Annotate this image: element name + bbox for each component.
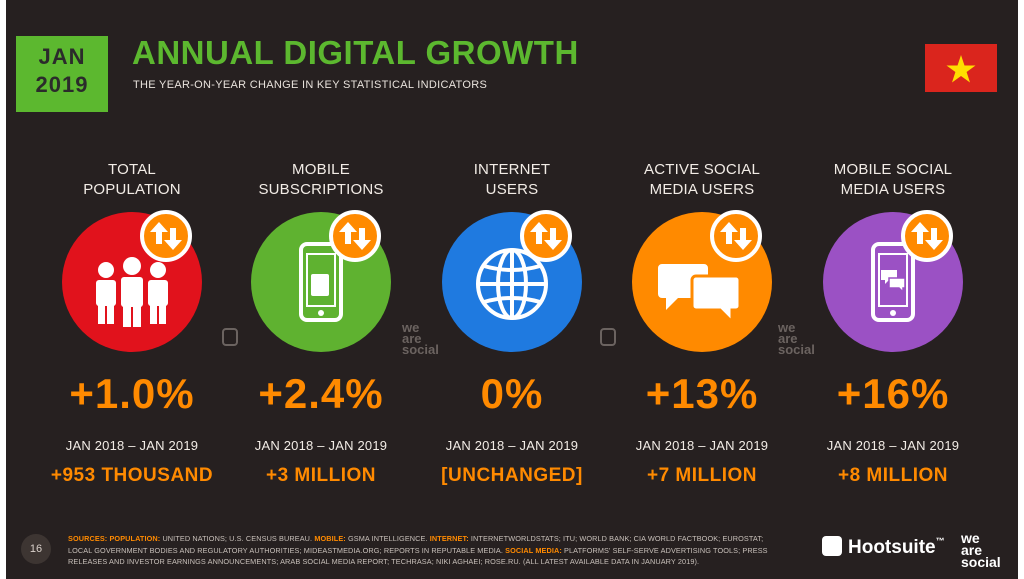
watermark-line-3: social: [778, 342, 815, 357]
watermark-line-1: we: [778, 320, 796, 335]
watermark-line-1: we: [402, 320, 420, 335]
change-period: JAN 2018 – JAN 2019: [635, 438, 769, 453]
metric-label: INTERNET USERS: [422, 160, 602, 200]
mobile-chat-icon: [871, 242, 915, 322]
mobile-key: MOBILE:: [314, 534, 346, 543]
metric-label: MOBILE SUBSCRIPTIONS: [231, 160, 411, 200]
social-media-text: PLATFORMS' SELF-SERVE ADVERTISING TOOLS;…: [68, 545, 768, 567]
change-period: JAN 2018 – JAN 2019: [445, 438, 579, 453]
change-arrows-icon: [710, 210, 762, 262]
metric-label: TOTAL POPULATION: [42, 160, 222, 200]
metric-label-line-2: MEDIA USERS: [649, 181, 755, 198]
people-icon: [96, 257, 168, 327]
change-percent: +13%: [645, 370, 759, 417]
sources-text: SOURCES: POPULATION: UNITED NATIONS; U.S…: [68, 533, 776, 568]
change-percent: +2.4%: [258, 370, 384, 417]
owl-watermark-icon: [600, 328, 616, 346]
metric-label-line-1: MOBILE SOCIAL: [833, 161, 953, 178]
metric-label: ACTIVE SOCIAL MEDIA USERS: [612, 160, 792, 200]
we-are-social-logo: we are social: [961, 530, 1001, 570]
hootsuite-wordmark: Hootsuite: [848, 537, 936, 558]
watermark-line-2: are: [402, 331, 422, 346]
metric-label-line-1: INTERNET: [473, 161, 551, 178]
badge-month: JAN: [38, 44, 86, 69]
owl-watermark-icon: [222, 328, 238, 346]
vietnam-flag-icon: [925, 44, 997, 92]
slide: JAN 2019 ANNUAL DIGITAL GROWTH THE YEAR-…: [6, 0, 1018, 579]
change-absolute: +8 MILLION: [837, 465, 949, 486]
metric-label-line-1: MOBILE: [292, 161, 350, 178]
page-subtitle: THE YEAR-ON-YEAR CHANGE IN KEY STATISTIC…: [133, 79, 488, 91]
change-percent: 0%: [480, 370, 544, 417]
change-arrows-icon: [520, 210, 572, 262]
metric-label-line-1: TOTAL: [108, 161, 156, 178]
change-absolute: +953 THOUSAND: [50, 465, 214, 486]
metric-internet-users: INTERNET USERS 0% JAN 2018 – JAN 2019 [U…: [422, 160, 602, 486]
change-absolute: [UNCHANGED]: [441, 465, 583, 486]
change-absolute: +7 MILLION: [646, 465, 758, 486]
change-period: JAN 2018 – JAN 2019: [826, 438, 960, 453]
change-arrows-icon: [901, 210, 953, 262]
badge-year: 2019: [35, 72, 89, 97]
mobile-text: GSMA INTELLIGENCE.: [347, 534, 428, 543]
change-arrows-icon: [329, 210, 381, 262]
hootsuite-logo: Hootsuite™: [822, 536, 945, 559]
mobile-sim-icon: [299, 242, 343, 322]
internet-text: INTERNETWORLDSTATS; ITU; WORLD BANK; CIA…: [68, 534, 764, 555]
metric-label-line-2: USERS: [485, 181, 539, 198]
was-line-3: social: [961, 554, 1001, 570]
was-line-2: are: [961, 542, 983, 558]
page-number: 16: [21, 534, 51, 564]
date-badge: JAN 2019: [16, 36, 108, 112]
we-are-social-watermark: we are social: [402, 320, 439, 357]
metric-label-line-2: POPULATION: [83, 181, 181, 198]
sources-key: SOURCES:: [68, 534, 108, 543]
metric-label-line-2: MEDIA USERS: [840, 181, 946, 198]
change-period: JAN 2018 – JAN 2019: [65, 438, 199, 453]
change-percent: +16%: [836, 370, 950, 417]
metric-label-line-1: ACTIVE SOCIAL: [644, 161, 760, 178]
metric-mobile-social-media-users: MOBILE SOCIAL MEDIA USERS +16% JAN 2018 …: [803, 160, 983, 486]
metric-total-population: TOTAL POPULATION +1.0% JAN 2018 – JAN 20…: [42, 160, 222, 486]
metric-mobile-subscriptions: MOBILE SUBSCRIPTIONS +2.4% JAN 2018 – JA…: [231, 160, 411, 486]
page-title: ANNUAL DIGITAL GROWTH: [132, 34, 579, 71]
metric-label: MOBILE SOCIAL MEDIA USERS: [803, 160, 983, 200]
change-absolute: +3 MILLION: [265, 465, 377, 486]
globe-icon: [476, 248, 548, 320]
watermark-line-2: are: [778, 331, 798, 346]
population-text: UNITED NATIONS; U.S. CENSUS BUREAU.: [162, 534, 313, 543]
hootsuite-owl-icon: [822, 536, 842, 556]
change-period: JAN 2018 – JAN 2019: [254, 438, 388, 453]
population-key: POPULATION:: [109, 534, 161, 543]
chat-bubbles-icon: [658, 264, 742, 326]
was-line-1: we: [961, 530, 980, 546]
we-are-social-watermark: we are social: [778, 320, 815, 357]
internet-key: INTERNET:: [429, 534, 469, 543]
trademark: ™: [935, 536, 945, 546]
change-percent: +1.0%: [69, 370, 195, 417]
watermark-line-3: social: [402, 342, 439, 357]
social-media-key: SOCIAL MEDIA:: [505, 545, 562, 555]
metric-active-social-media-users: ACTIVE SOCIAL MEDIA USERS +13% JAN 2018 …: [612, 160, 792, 486]
change-arrows-icon: [140, 210, 192, 262]
metric-label-line-2: SUBSCRIPTIONS: [258, 181, 384, 198]
